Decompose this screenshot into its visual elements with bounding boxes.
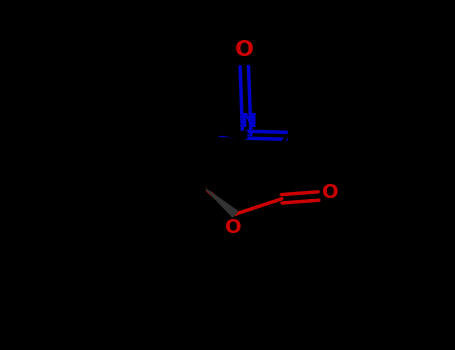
Text: N: N <box>240 112 257 131</box>
Text: O: O <box>322 183 339 202</box>
Text: O: O <box>225 218 242 237</box>
Polygon shape <box>206 189 238 217</box>
Polygon shape <box>219 131 247 139</box>
Text: O: O <box>235 40 254 60</box>
